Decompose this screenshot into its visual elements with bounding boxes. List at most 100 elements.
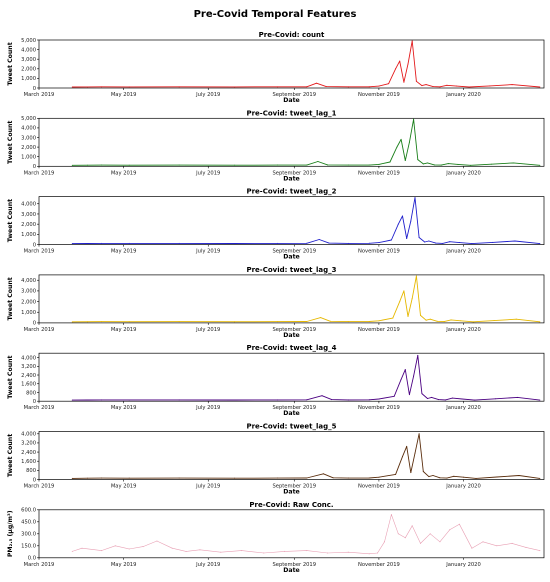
data-point [421,393,423,395]
data-point [401,456,403,458]
data-point [515,318,517,320]
data-point [417,159,419,161]
data-point [451,397,453,399]
data-point [234,477,236,479]
data-point [390,514,392,516]
data-point [241,550,243,552]
data-point [496,545,498,547]
data-point [347,86,349,88]
x-tick-label: March 2019 [24,484,55,490]
data-point [128,86,130,88]
data-point [87,399,89,401]
data-point [306,399,308,401]
data-point [518,475,520,476]
data-point [277,86,279,88]
data-point [368,86,370,88]
y-tick-label: 4,000 [21,355,36,361]
data-point [71,243,73,245]
data-point [378,242,380,244]
panel-1: Pre-Covid: count 0 1,000 2,000 3,000 4,000 5,0… [7,31,545,104]
data-point [368,553,370,555]
y-axis-label: Tweet Count [7,42,14,85]
data-point [426,162,428,164]
data-point [406,237,408,239]
x-axis-label: Date [283,332,299,339]
data-point [514,240,516,242]
x-tick-label: January 2020 [445,562,481,568]
data-point [415,275,417,277]
data-point [199,549,201,551]
data-point [156,540,158,542]
panel-4: Pre-Covid: tweet_lag_3 0 1,000 2,000 3,000 4,… [7,266,545,339]
y-tick-label: 1,000 [21,232,36,238]
y-axis-label: Tweet Count [7,121,14,164]
data-point [408,394,410,396]
data-point [436,320,438,322]
x-tick-label: September 2019 [273,170,317,176]
x-tick-label: November 2019 [358,405,400,411]
data-point [399,301,401,303]
data-point [277,477,279,479]
data-point [472,321,474,323]
data-point [428,240,430,242]
data-point [404,537,406,539]
data-point [493,320,495,322]
x-tick-label: March 2019 [24,405,55,411]
x-tick-label: March 2019 [24,249,55,255]
data-point [444,399,446,401]
data-point [463,476,465,478]
data-point [178,242,180,244]
data-point [440,164,442,166]
x-tick-label: May 2019 [111,562,137,568]
x-tick-label: November 2019 [358,484,400,490]
data-point [525,546,527,548]
y-tick-label: 5,000 [21,38,36,44]
panel-7: Pre-Covid: Raw Conc. 0.0 150.0 300.0 450.0 60… [7,501,545,574]
x-tick-label: March 2019 [24,327,55,333]
data-point [460,320,462,322]
data-point [128,242,130,244]
data-point [277,321,279,323]
data-point [539,399,541,401]
data-point [410,472,412,474]
data-point [400,138,402,140]
panel-2: Pre-Covid: tweet_lag_1 0 1,000 2,000 3,000 4,… [7,109,545,182]
data-point [461,398,463,400]
series-line [72,275,540,323]
data-point [378,476,380,478]
y-tick-label: 2,400 [21,373,36,379]
data-point [368,242,370,244]
y-tick-label: 800 [26,468,36,474]
y-tick-label: 2,000 [21,145,36,151]
x-tick-label: January 2020 [445,249,481,255]
x-tick-label: July 2019 [195,405,220,411]
data-point [429,318,431,320]
data-point [457,163,459,165]
data-point [318,238,320,240]
data-point [539,243,541,245]
data-point [327,552,329,554]
x-tick-label: September 2019 [273,562,317,568]
data-point [404,160,406,162]
y-tick-label: 0 [33,477,36,483]
data-point [368,164,370,166]
y-axis-label: Tweet Count [7,199,14,242]
data-point [395,68,397,70]
x-tick-label: November 2019 [358,562,400,568]
data-point [474,399,476,401]
data-point [277,399,279,401]
data-point [87,164,89,166]
x-tick-label: September 2019 [273,92,317,98]
panel-title: Pre-Covid: tweet_lag_4 [246,344,336,352]
data-point [539,550,541,552]
data-point [87,477,89,479]
data-point [71,164,73,166]
x-tick-label: September 2019 [273,484,317,490]
data-point [178,86,180,88]
data-point [87,321,89,323]
data-point [424,241,426,243]
data-point [449,241,451,243]
panel-title: Pre-Covid: tweet_lag_2 [246,188,336,196]
y-tick-label: 4,000 [21,278,36,284]
